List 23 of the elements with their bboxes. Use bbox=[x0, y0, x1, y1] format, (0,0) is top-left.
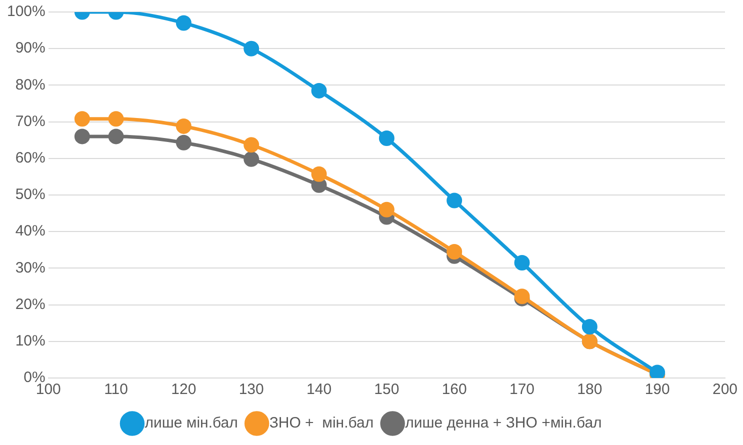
y-tick-label: 50% bbox=[15, 186, 46, 204]
x-tick-label: 200 bbox=[712, 381, 738, 398]
x-tick-label: 170 bbox=[509, 381, 535, 398]
y-tick-label: 30% bbox=[15, 259, 46, 276]
y-tick-label: 10% bbox=[15, 332, 46, 350]
legend-label: лише денна + ЗНО +мін.бал bbox=[405, 414, 602, 432]
y-tick-label: 70% bbox=[15, 112, 46, 130]
x-tick-label: 120 bbox=[171, 381, 196, 398]
legend-label: лише мін.бал bbox=[144, 414, 238, 432]
x-tick-label: 110 bbox=[104, 381, 128, 398]
x-tick-label: 190 bbox=[644, 381, 670, 398]
y-tick-label: 100% bbox=[6, 3, 46, 20]
x-tick-label: 130 bbox=[238, 381, 264, 398]
x-tick-label: 160 bbox=[442, 381, 467, 398]
x-tick-label: 180 bbox=[577, 381, 602, 398]
y-tick-label: 90% bbox=[15, 40, 46, 57]
legend-label: ЗНО + мін.бал bbox=[269, 414, 374, 432]
x-tick-label: 150 bbox=[374, 381, 400, 398]
y-tick-label: 60% bbox=[15, 150, 46, 167]
x-tick-label: 140 bbox=[306, 381, 332, 398]
y-tick-label: 20% bbox=[15, 296, 46, 313]
y-tick-label: 40% bbox=[15, 222, 46, 240]
y-tick-label: 80% bbox=[15, 76, 46, 94]
